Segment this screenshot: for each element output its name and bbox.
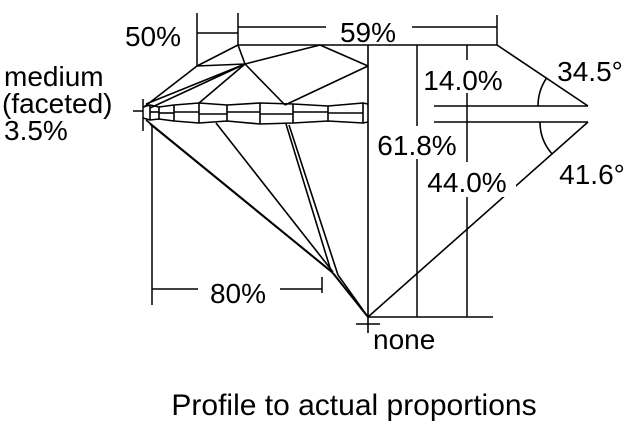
pavilion-facets — [145, 119, 369, 318]
labels: 50% 59% medium (faceted) 3.5% 14.0% 34.5… — [2, 17, 625, 422]
crown-angle-label: 34.5° — [557, 56, 623, 87]
table-size-label: 59% — [340, 17, 396, 48]
girdle-thickness-word2: (faceted) — [2, 88, 113, 119]
label-knockouts — [198, 13, 516, 307]
traced-profile-left-half — [142, 44, 497, 318]
diagram-caption: Profile to actual proportions — [171, 389, 536, 422]
schematic-profile-right-half — [367, 44, 589, 318]
crown-slope-line — [496, 44, 589, 107]
girdle-band — [142, 102, 369, 125]
crown-angle-arc — [537, 77, 548, 107]
total-depth-label: 61.8% — [377, 130, 456, 161]
girdle-thickness-word1: medium — [4, 61, 104, 92]
star-length-label: 50% — [125, 21, 181, 52]
pavilion-angle-arc — [539, 121, 553, 155]
girdle-thickness-value: 3.5% — [4, 115, 68, 146]
lower-girdle-label: 80% — [210, 278, 266, 309]
culet-label: none — [373, 324, 435, 355]
pavilion-depth-label: 44.0% — [427, 167, 506, 198]
crown-height-label: 14.0% — [423, 65, 502, 96]
pavilion-angle-label: 41.6° — [559, 159, 625, 190]
pavilion-slope-line — [367, 121, 589, 318]
